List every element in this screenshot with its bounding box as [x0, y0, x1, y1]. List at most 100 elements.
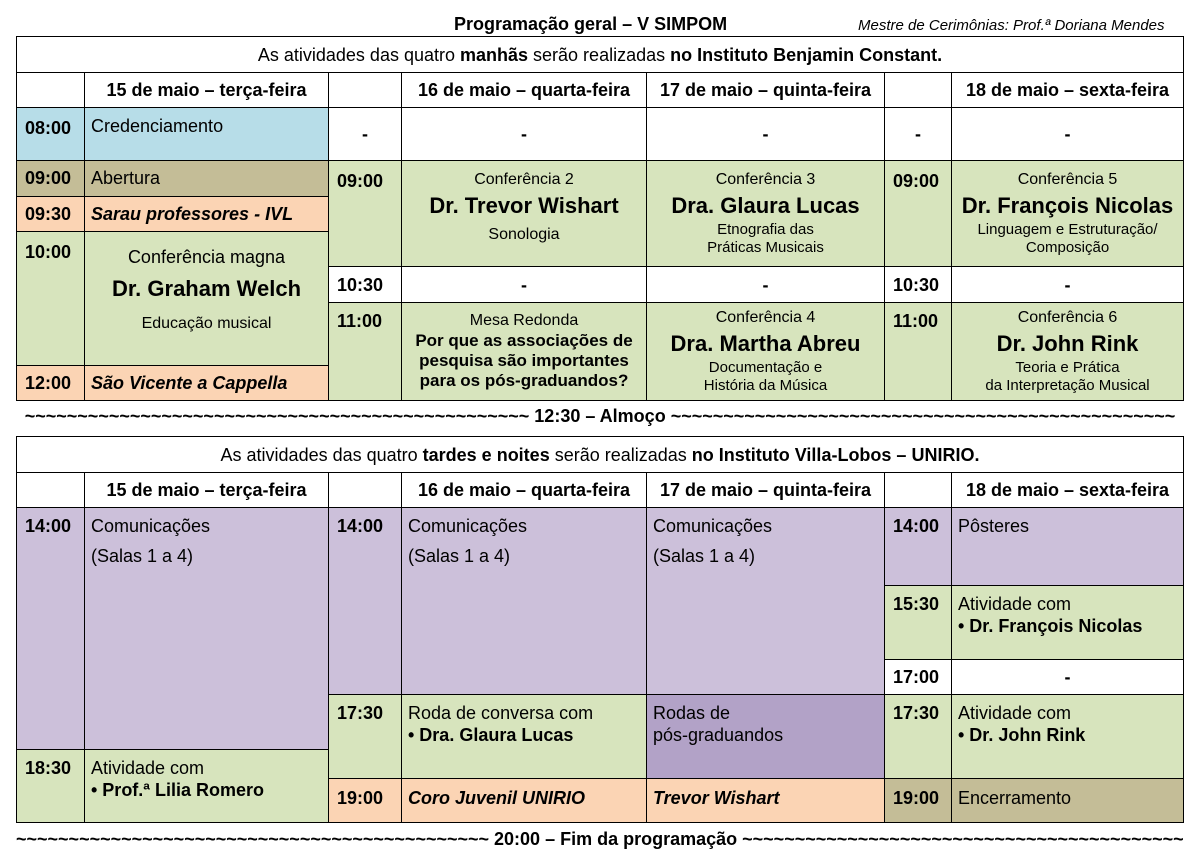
header-empty — [16, 472, 85, 508]
tilde-line: ~~~~~~~~~~~~~~~~~~~~~~~~~~~~~~~~~~~~~~~~… — [670, 406, 1176, 426]
time-cell: 17:30 — [884, 694, 952, 779]
event-title: Rodas de — [653, 703, 731, 723]
empty-dash: - — [328, 107, 402, 161]
time-cell: 09:00 — [16, 160, 85, 197]
event-title: Comunicações — [653, 516, 773, 536]
speaker-name: Dr. Graham Welch — [111, 276, 302, 301]
day-header-17: 17 de maio – quinta-feira — [646, 472, 885, 508]
event-conferencia-2: Conferência 2 Dr. Trevor Wishart Sonolog… — [401, 160, 647, 267]
time-cell: 09:30 — [16, 196, 85, 232]
day-header-17: 17 de maio – quinta-feira — [646, 72, 885, 108]
event-title: Comunicações — [408, 516, 528, 536]
header-empty — [16, 72, 85, 108]
time-cell: 08:00 — [16, 107, 85, 161]
event-mesa-redonda: Mesa Redonda Por que as associações de p… — [401, 302, 647, 401]
mesa-question: pesquisa são importantes — [419, 351, 629, 370]
event-conferencia-5: Conferência 5 Dr. François Nicolas Lingu… — [951, 160, 1184, 267]
speaker-name: Dr. François Nicolas — [961, 193, 1174, 218]
event-abertura: Abertura — [84, 160, 329, 197]
intro-bold: tardes e noites — [422, 445, 550, 465]
speaker-name: • Dr. François Nicolas — [958, 616, 1143, 636]
tilde-line: ~~~~~~~~~~~~~~~~~~~~~~~~~~~~~~~~~~~~~~~~… — [16, 829, 490, 849]
event-rodas-pos-graduandos: Rodas de pós-graduandos — [646, 694, 885, 779]
event-atividade-john-rink: Atividade com • Dr. John Rink — [951, 694, 1184, 779]
event-kind: Conferência magna — [127, 247, 286, 267]
time-cell: 11:00 — [328, 302, 402, 401]
event-rooms: (Salas 1 a 4) — [408, 546, 511, 566]
end-separator: ~~~~~~~~~~~~~~~~~~~~~~~~~~~~~~~~~~~~~~~~… — [16, 829, 1184, 850]
speaker-name: Dr. John Rink — [996, 331, 1139, 356]
intro-text: As atividades das quatro — [257, 45, 460, 65]
event-rooms: (Salas 1 a 4) — [91, 546, 194, 566]
time-cell: 10:30 — [328, 266, 402, 303]
intro-bold: manhãs — [460, 45, 529, 65]
event-kind: Conferência 3 — [715, 171, 816, 188]
event-kind: Conferência 5 — [1017, 171, 1118, 188]
event-conferencia-6: Conferência 6 Dr. John Rink Teoria e Prá… — [951, 302, 1184, 401]
event-topic: Educação musical — [141, 315, 272, 332]
event-atividade-lilia-romero: Atividade com • Prof.ª Lilia Romero — [84, 749, 329, 823]
event-kind: Conferência 4 — [715, 309, 816, 326]
event-atividade-francois-nicolas: Atividade com • Dr. François Nicolas — [951, 585, 1184, 660]
empty-dash: - — [401, 266, 647, 303]
empty-dash: - — [951, 659, 1184, 695]
speaker-name: • Dr. John Rink — [958, 725, 1086, 745]
tilde-line: ~~~~~~~~~~~~~~~~~~~~~~~~~~~~~~~~~~~~~~~~… — [742, 829, 1184, 849]
time-cell: 19:00 — [884, 778, 952, 823]
event-kind: Conferência 2 — [474, 171, 574, 188]
header-empty — [884, 72, 952, 108]
empty-dash: - — [646, 266, 885, 303]
day-header-18: 18 de maio – sexta-feira — [951, 72, 1184, 108]
event-sarau: Sarau professores - IVL — [84, 196, 329, 232]
event-topic: Etnografia das — [717, 221, 814, 238]
speaker-name: Dr. Trevor Wishart — [429, 193, 619, 218]
speaker-name: • Prof.ª Lilia Romero — [91, 780, 264, 800]
time-cell: 14:00 — [328, 507, 402, 695]
event-title: Roda de conversa com — [408, 703, 594, 723]
event-title: pós-graduandos — [653, 725, 784, 745]
tilde-line: ~~~~~~~~~~~~~~~~~~~~~~~~~~~~~~~~~~~~~~~~… — [24, 406, 530, 426]
mesa-question: Por que as associações de — [415, 331, 633, 350]
intro-venue: no Instituto Benjamin Constant. — [670, 45, 943, 65]
event-topic: Linguagem e Estruturação/ — [977, 221, 1158, 238]
event-roda-conversa: Roda de conversa com • Dra. Glaura Lucas — [401, 694, 647, 779]
event-conferencia-magna: Conferência magna Dr. Graham Welch Educa… — [84, 231, 329, 366]
empty-dash: - — [646, 107, 885, 161]
empty-dash: - — [401, 107, 647, 161]
day-header-15: 15 de maio – terça-feira — [84, 472, 329, 508]
time-cell: 14:00 — [16, 507, 85, 750]
event-title: Comunicações — [91, 516, 211, 536]
time-cell: 17:00 — [884, 659, 952, 695]
event-topic: Documentação e — [708, 359, 823, 376]
time-cell: 17:30 — [328, 694, 402, 779]
day-header-15: 15 de maio – terça-feira — [84, 72, 329, 108]
speaker-name: Dra. Martha Abreu — [670, 331, 861, 356]
empty-dash: - — [951, 107, 1184, 161]
header-empty — [328, 472, 402, 508]
header-empty — [328, 72, 402, 108]
event-title: Atividade com — [958, 703, 1072, 723]
intro-text: serão realizadas — [549, 445, 692, 465]
time-cell: 10:30 — [884, 266, 952, 303]
time-cell: 12:00 — [16, 365, 85, 401]
event-topic: Práticas Musicais — [707, 239, 824, 256]
page-title: Programação geral – V SIMPOM — [454, 14, 728, 34]
event-comunicacoes: Comunicações (Salas 1 a 4) — [401, 507, 647, 695]
event-kind: Conferência 6 — [1017, 309, 1118, 326]
header-empty — [884, 472, 952, 508]
time-cell: 19:00 — [328, 778, 402, 823]
event-topic: Composição — [1025, 239, 1110, 256]
event-topic: Teoria e Prática — [1015, 359, 1120, 376]
event-trevor-wishart: Trevor Wishart — [646, 778, 885, 823]
event-title: Atividade com — [91, 758, 205, 778]
afternoon-intro: As atividades das quatro tardes e noites… — [16, 436, 1184, 473]
intro-venue: no Instituto Villa-Lobos – UNIRIO. — [691, 445, 980, 465]
event-posteres: Pôsteres — [951, 507, 1184, 586]
time-cell: 15:30 — [884, 585, 952, 660]
intro-text: serão realizadas — [528, 45, 671, 65]
intro-text: As atividades das quatro — [220, 445, 423, 465]
day-header-18: 18 de maio – sexta-feira — [951, 472, 1184, 508]
empty-dash: - — [884, 107, 952, 161]
event-encerramento: Encerramento — [951, 778, 1184, 823]
time-cell: 18:30 — [16, 749, 85, 823]
